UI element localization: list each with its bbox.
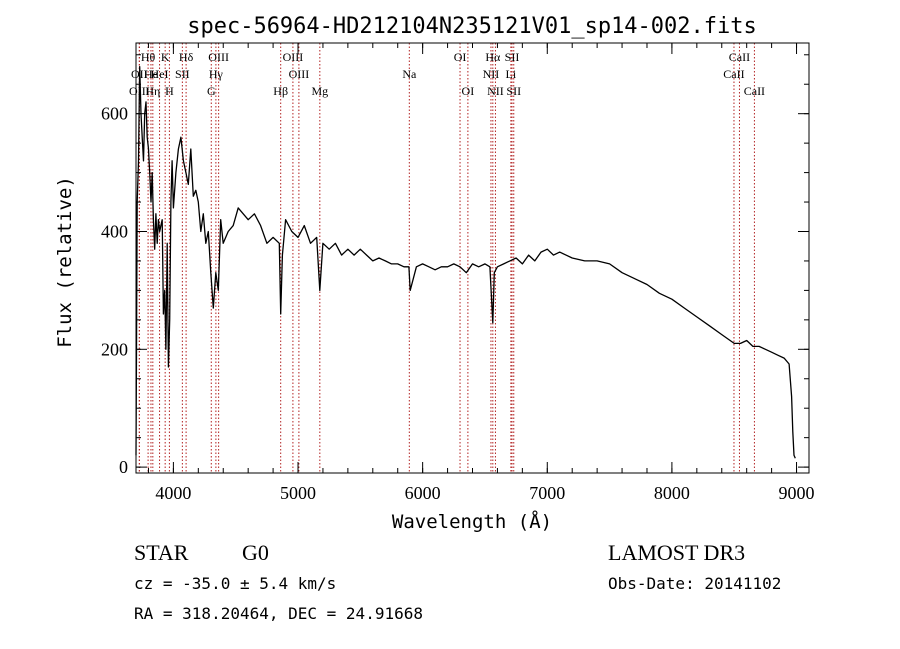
spectral-line-label: Hδ — [179, 50, 194, 64]
spectral-line-label: SII — [505, 50, 520, 64]
spectral-line-label: OIII — [289, 67, 310, 81]
spectral-line-label: HeI — [151, 67, 169, 81]
x-tick-label: 5000 — [280, 483, 316, 503]
spectral-line-label: Mg — [311, 84, 328, 98]
spectral-line-label: OIII — [208, 50, 229, 64]
spectral-line-label: Li — [506, 67, 517, 81]
spectral-line-label: NII — [483, 67, 500, 81]
spectral-line-label: He — [144, 67, 158, 81]
spectral-line-label: Na — [402, 67, 417, 81]
spectral-line-label: OI — [462, 84, 475, 98]
spectral-line-label: OI — [454, 50, 467, 64]
axis-tick-labels: 4000 5000 6000 7000 8000 9000 0 200 400 600 — [101, 104, 815, 503]
y-tick-label: 0 — [119, 457, 128, 477]
x-tick-label: 9000 — [779, 483, 815, 503]
redshift-readout: cz = -35.0 ± 5.4 km/s — [134, 574, 336, 593]
object-subclass: G0 — [242, 540, 269, 565]
spectral-line-label: CaII — [729, 50, 750, 64]
spectral-line-label: Hα — [485, 50, 501, 64]
x-tick-label: 8000 — [654, 483, 690, 503]
axis-ticks — [136, 43, 809, 473]
spectral-line-label: NII — [487, 84, 504, 98]
y-tick-label: 400 — [101, 221, 128, 241]
y-tick-label: 200 — [101, 339, 128, 359]
spectrum-line — [135, 65, 796, 459]
plot-frame — [135, 42, 810, 474]
x-axis-label: Wavelength (Å) — [392, 510, 552, 533]
observation-date: Obs-Date: 20141102 — [608, 574, 781, 593]
spectral-line-label: Hθ — [141, 50, 156, 64]
coordinates: RA = 318.20464, DEC = 24.91668 — [134, 604, 423, 623]
spectral-line-label: SII — [506, 84, 521, 98]
spectral-line-markers — [138, 43, 755, 473]
y-tick-label: 600 — [101, 104, 128, 124]
spectral-line-label: CaII — [744, 84, 765, 98]
spectral-line-label: OIII — [283, 50, 304, 64]
chart-title: spec-56964-HD212104N235121V01_sp14-002.f… — [187, 14, 757, 39]
spectral-line-label: Hγ — [209, 67, 224, 81]
x-tick-label: 7000 — [529, 483, 565, 503]
spectral-line-label: Hβ — [273, 84, 288, 98]
x-tick-label: 4000 — [155, 483, 191, 503]
spectral-line-label: G — [207, 84, 216, 98]
spectral-line-label: Hη — [145, 84, 160, 98]
spectral-line-label: K — [161, 50, 170, 64]
x-tick-label: 6000 — [405, 483, 441, 503]
object-class: STAR — [134, 540, 189, 565]
spectral-line-label: SII — [175, 67, 190, 81]
spectral-line-label: H — [165, 84, 174, 98]
y-axis-label: Flux (relative) — [54, 176, 76, 348]
spectral-line-label: CaII — [723, 67, 744, 81]
survey-name: LAMOST DR3 — [608, 540, 745, 565]
